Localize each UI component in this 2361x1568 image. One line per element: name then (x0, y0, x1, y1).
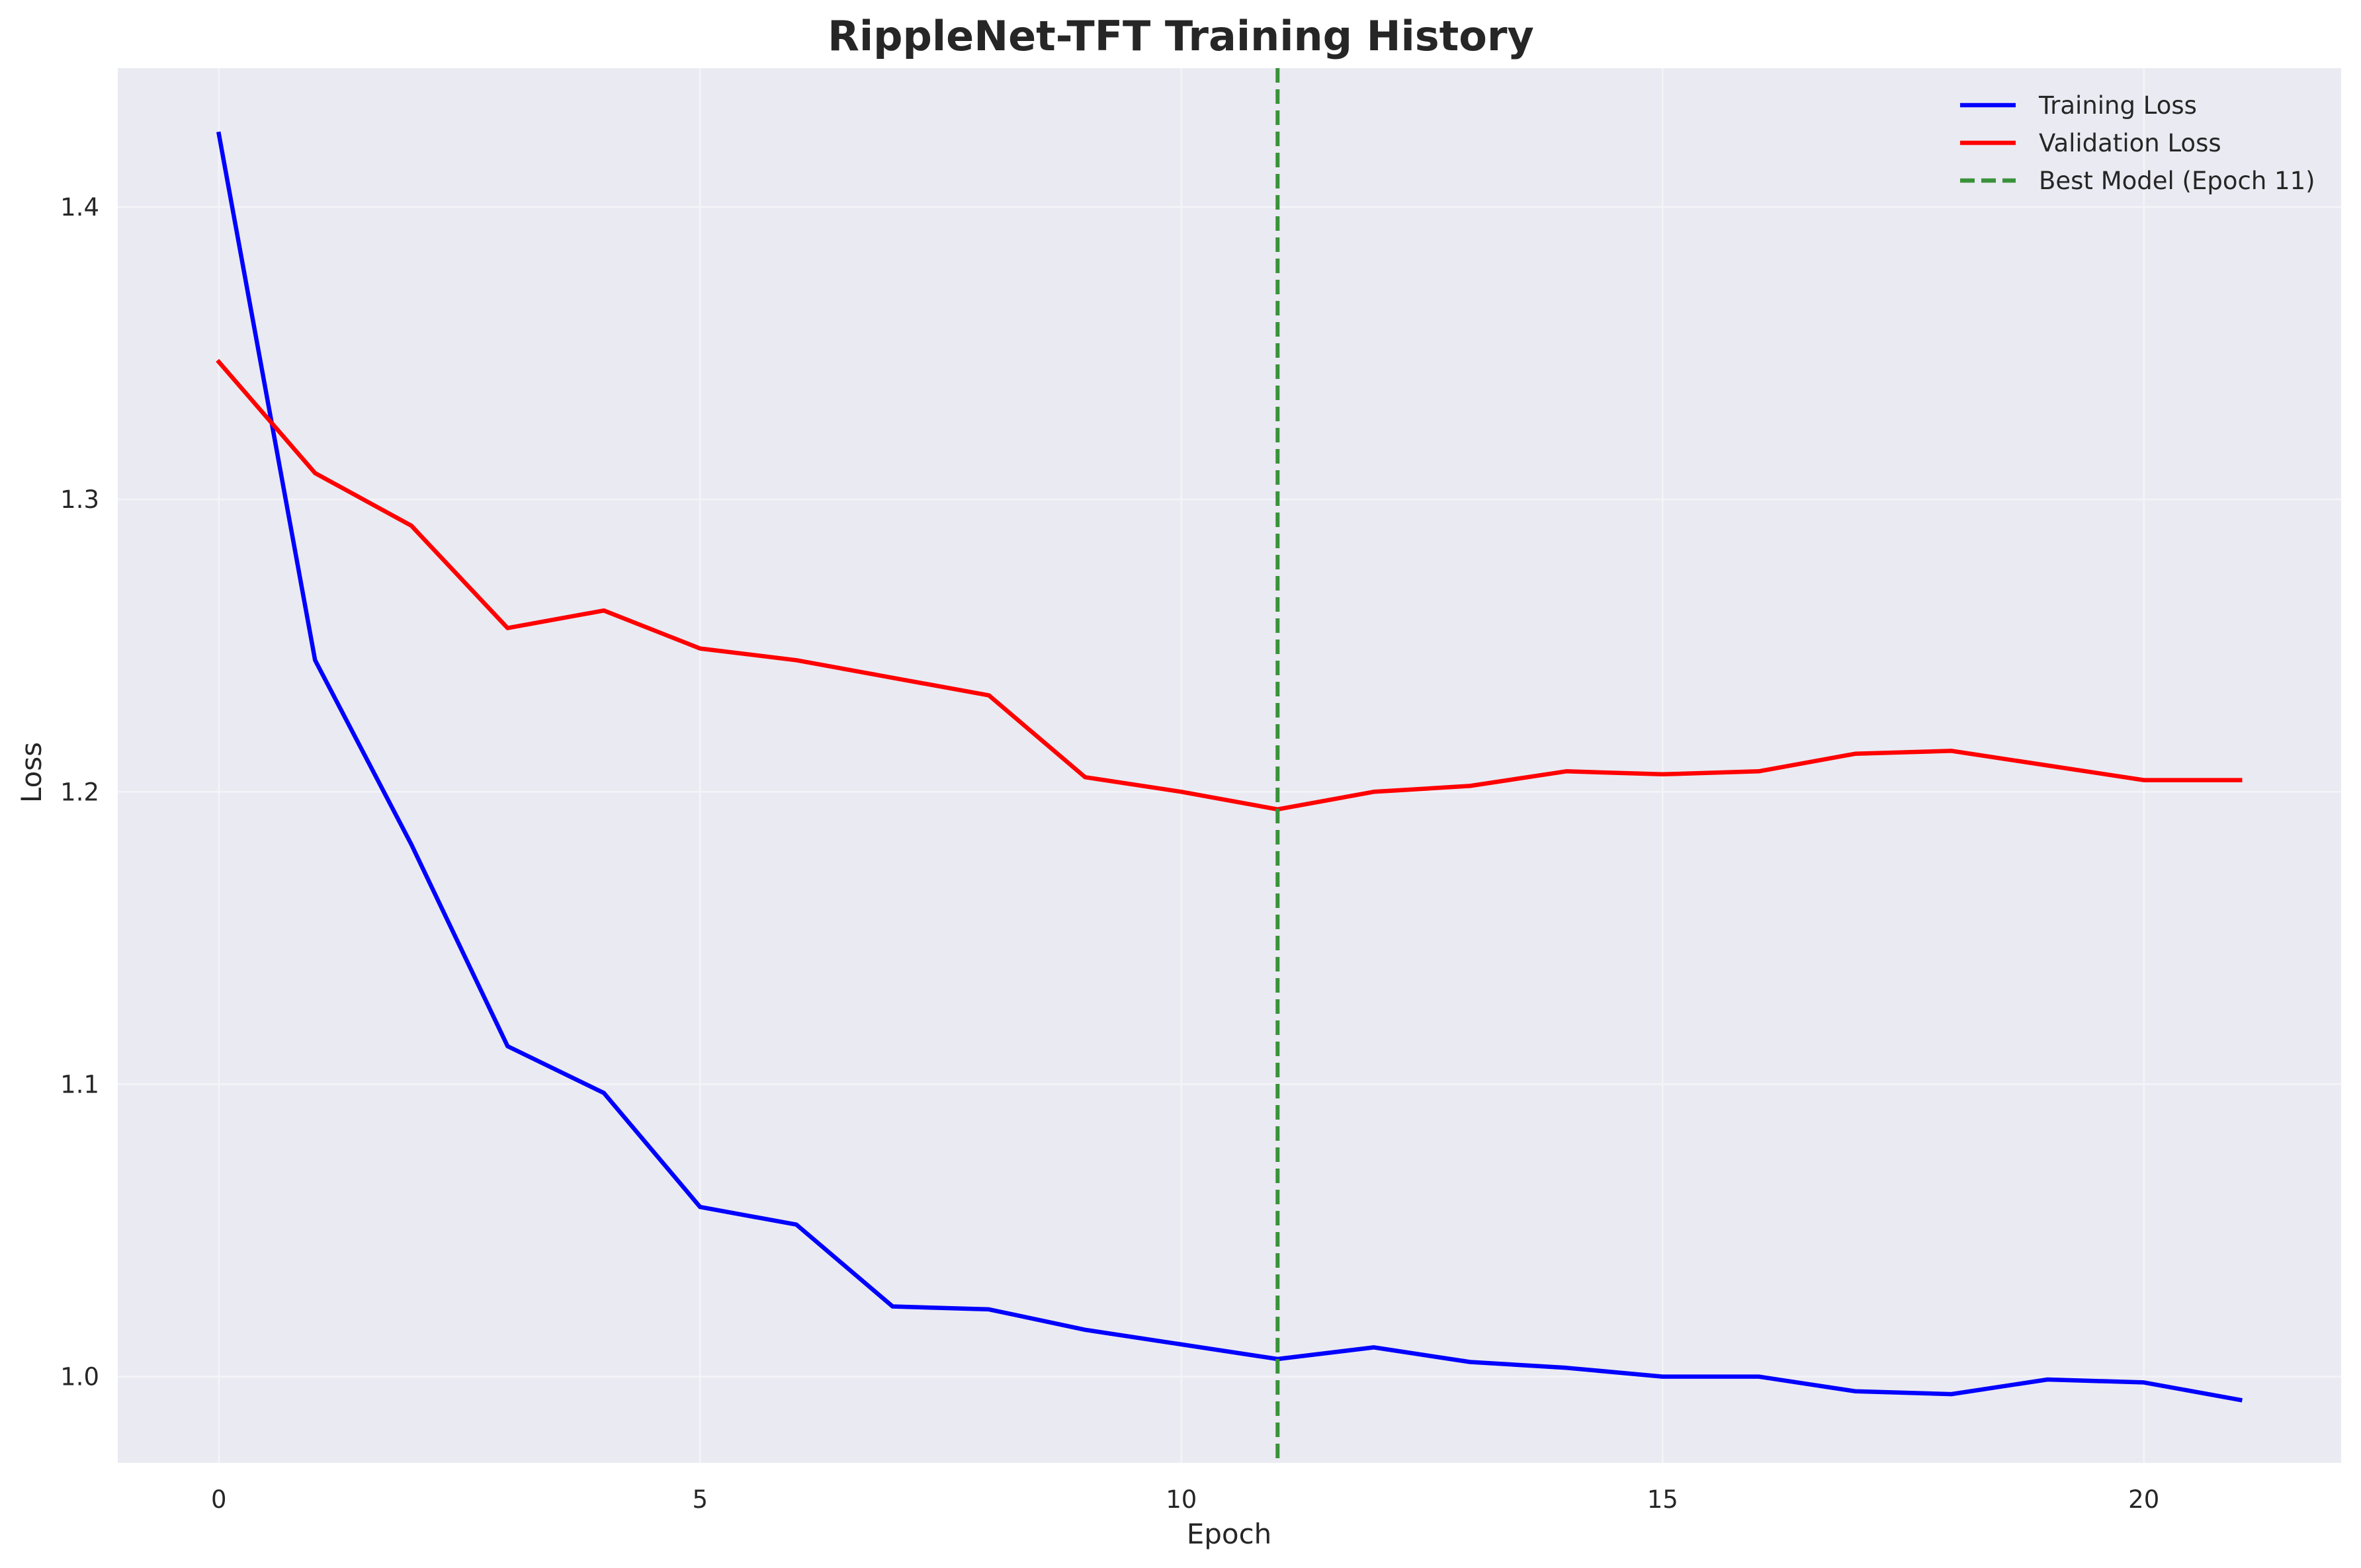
y-axis-title: Loss (15, 742, 48, 803)
y-tick-label: 1.0 (60, 1363, 99, 1391)
legend-label-best-model-epoch-11: Best Model (Epoch 11) (2039, 167, 2315, 195)
y-tick-label: 1.3 (60, 485, 99, 514)
y-tick-label: 1.1 (60, 1070, 99, 1098)
grid (118, 68, 2341, 1463)
x-axis-title: Epoch (1187, 1518, 1272, 1550)
legend-label-validation-loss: Validation Loss (2039, 129, 2221, 157)
y-tick-label: 1.4 (60, 193, 99, 222)
x-tick-label: 10 (1166, 1485, 1197, 1514)
chart-title: RippleNet-TFT Training History (828, 12, 1534, 60)
x-tick-label: 5 (692, 1485, 708, 1514)
tick-labels: 0 5 10 15 20 1.0 1.1 1.2 1.3 1.4 (60, 193, 2159, 1514)
y-tick-label: 1.2 (60, 778, 99, 806)
x-tick-label: 0 (211, 1485, 227, 1514)
legend-label-training-loss: Training Loss (2038, 91, 2197, 120)
series-lines (216, 131, 2243, 1403)
plot-area (118, 68, 2341, 1463)
legend: Training Loss Validation Loss Best Model (… (1960, 91, 2315, 195)
x-tick-label: 15 (1647, 1485, 1678, 1514)
training-loss-line (216, 131, 2243, 1403)
x-tick-label: 20 (2128, 1485, 2159, 1514)
validation-loss-line (216, 358, 2243, 812)
